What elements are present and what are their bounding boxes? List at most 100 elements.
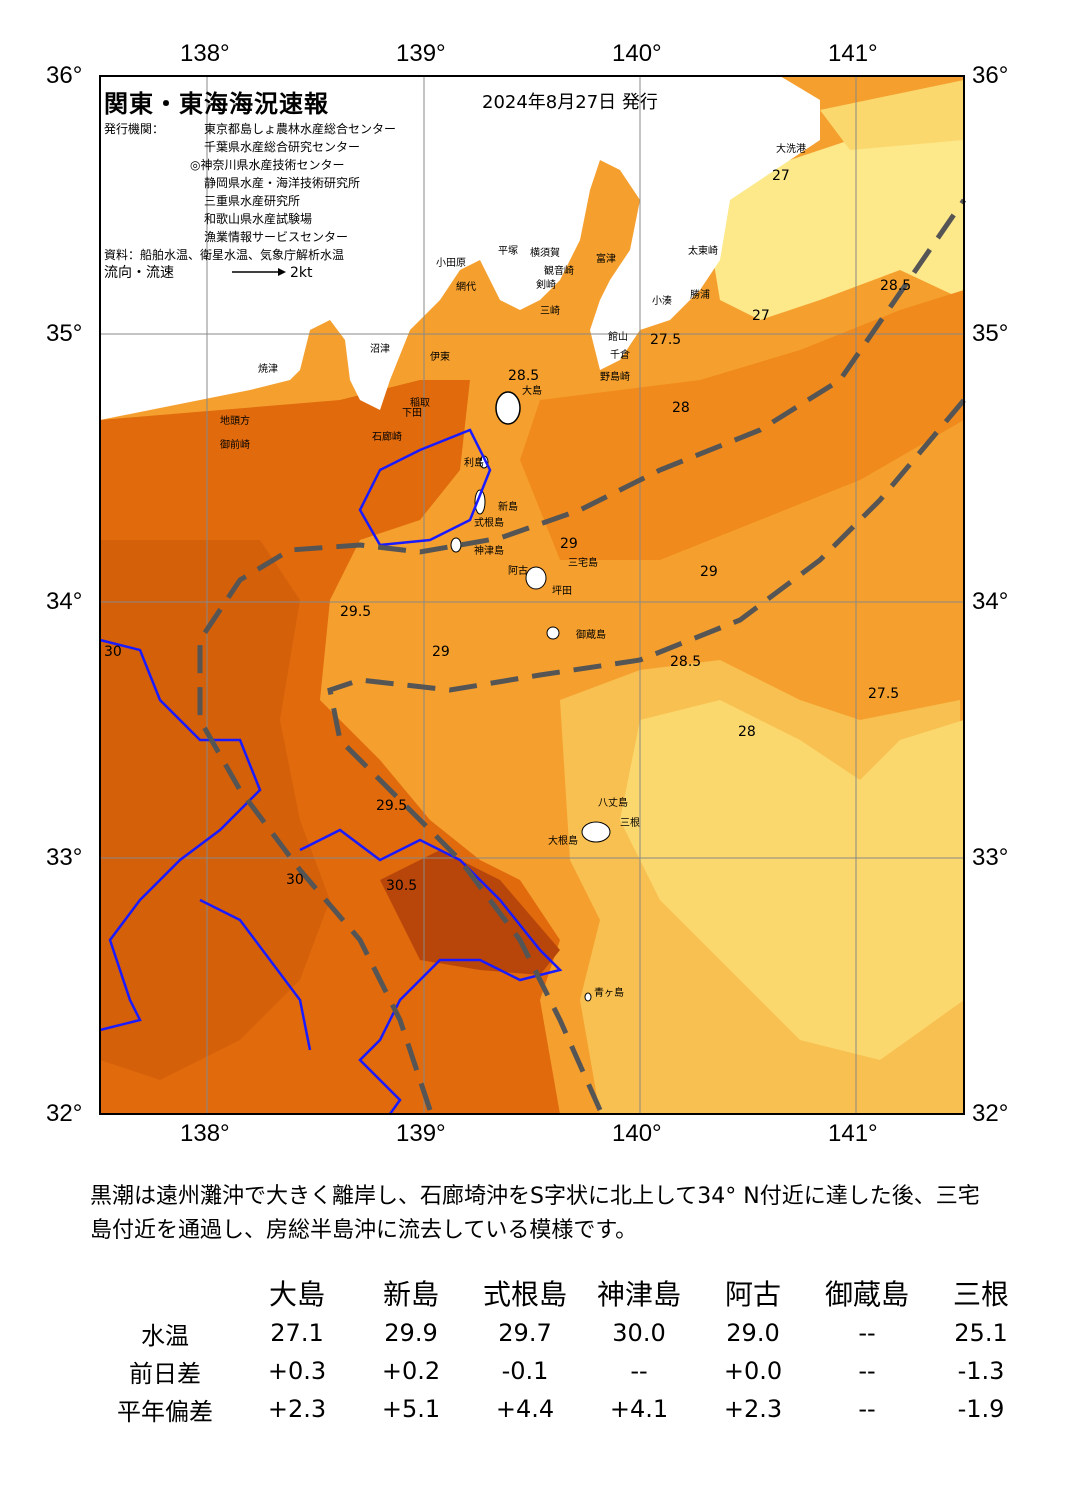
mikurajima-island [546,626,560,640]
kozushima-island [450,537,462,553]
niijima-island [474,489,486,515]
issuer: 千葉県水産総合研究センター [204,140,361,154]
contour-label: 29.5 [340,604,371,620]
contour-label: 27.5 [650,332,681,348]
issuer: 漁業情報サービスセンター [204,230,349,244]
place-label: 千倉 [610,348,630,361]
place-label: 阿古 [508,564,528,577]
column-header: 式根島 [482,1278,567,1311]
lat-tick: 36° [972,62,1009,89]
zone-27-5 [620,700,964,1060]
table-cell: +4.1 [609,1395,669,1423]
place-label: 富津 [596,252,616,265]
table-cell: -0.1 [501,1357,549,1385]
place-label: 沼津 [370,342,390,355]
table-row: 水温 27.1 29.9 29.7 30.0 29.0 -- 25.1 [90,1314,1038,1352]
contour-label: 28.5 [670,654,701,670]
place-label: 八丈島 [598,796,628,809]
place-label: 剣崎 [536,278,556,291]
contour-30 [99,428,563,1115]
place-label: 坪田 [552,584,572,597]
issuers-label: 発行機関： [104,122,165,136]
table-cell: +2.3 [723,1395,783,1423]
lon-tick: 138° [180,1120,230,1147]
place-label: 新島 [498,500,518,513]
lat-tick: 33° [46,844,83,871]
zone-27 [700,140,964,320]
table-cell: -- [858,1357,876,1385]
contour-label: 29 [432,644,450,660]
place-label: 三根 [620,816,640,829]
column-header: 阿古 [724,1278,781,1311]
place-label: 大根島 [548,834,578,847]
aogashima-island [584,992,592,1002]
place-label: 観音崎 [544,264,574,277]
lat-tick: 34° [46,588,83,615]
map-svg: 27 27 27.5 28 28.5 28.5 29 29 29.5 30 30… [99,75,967,1115]
contour-label: 29.5 [376,798,407,814]
contour-label: 29 [560,536,578,552]
column-header: 神津島 [596,1278,681,1311]
contour-label: 30 [104,644,122,660]
table-cell: -- [630,1357,648,1385]
place-label: 館山 [608,330,628,343]
flow-scale-arrowhead [278,268,286,276]
zone-30-5 [380,850,560,975]
map-frame [99,75,965,1115]
place-label: 石廊崎 [372,430,402,443]
table-cell: +0.3 [267,1357,327,1385]
table-cell: +0.0 [723,1357,783,1385]
table-row: 平年偏差 +2.3 +5.1 +4.4 +4.1 +2.3 -- -1.9 [90,1390,1038,1428]
place-label: 伊東 [430,350,450,363]
place-label: 青ヶ島 [594,986,624,999]
lat-tick: 33° [972,844,1009,871]
issue-date: 2024年8月27日 発行 [482,92,658,113]
place-label: 御前崎 [220,438,250,451]
graticule [100,76,964,1114]
lon-tick: 139° [396,1120,446,1147]
table-cell: -1.9 [957,1395,1005,1423]
row-label: 水温 [141,1321,189,1350]
lat-tick: 35° [46,320,83,347]
table-cell: +0.2 [381,1357,441,1385]
table-cell: 29.7 [498,1319,552,1347]
place-label: 野島崎 [600,370,630,383]
place-label: 三宅島 [568,556,598,569]
table-row: 前日差 +0.3 +0.2 -0.1 -- +0.0 -- -1.3 [90,1352,1038,1390]
lat-tick: 35° [972,320,1009,347]
issuer: 東京都島しょ農林水産総合センター [204,122,397,136]
issuer: ◎神奈川県水産技術センター [190,158,345,172]
place-label: 下田 [402,408,422,419]
column-header: 大島 [268,1278,325,1311]
place-label: 横須賀 [530,246,560,259]
contour-label: 28 [738,724,756,740]
table-cell: 29.9 [384,1319,438,1347]
place-label: 式根島 [474,516,504,529]
contour-label: 27 [752,308,770,324]
place-label: 焼津 [258,363,278,375]
table-header-row: 大島 新島 式根島 神津島 阿古 御蔵島 三根 [90,1272,1038,1314]
place-label: 大洗港 [776,142,806,155]
lat-tick: 36° [46,62,83,89]
lon-tick: 139° [396,40,446,67]
row-label: 前日差 [129,1359,201,1388]
miyakejima-island [525,566,547,590]
summary-text: 黒潮は遠州灘沖で大きく離岸し、石廊埼沖をS字状に北上して34° N付近に達した後… [90,1184,980,1243]
map-title: 関東・東海海況速報 [104,90,329,118]
table-cell: -1.3 [957,1357,1005,1385]
place-label: 小湊 [652,294,672,307]
lon-tick: 141° [828,1120,878,1147]
table-cell: 27.1 [270,1319,324,1347]
place-label: 網代 [456,280,476,293]
contour-label: 29 [700,564,718,580]
contour-label: 30.5 [386,878,417,894]
contour-label: 28.5 [508,368,539,384]
lon-tick: 138° [180,40,230,67]
flow-label: 流向・流速 [104,265,174,281]
column-header: 三根 [952,1278,1009,1311]
contour-label: 28 [672,400,690,416]
issuer: 和歌山県水産試験場 [204,212,313,226]
zone-30-west [100,540,330,1080]
column-header: 御蔵島 [824,1278,909,1311]
issuer: 静岡県水産・海洋技術研究所 [204,176,361,190]
